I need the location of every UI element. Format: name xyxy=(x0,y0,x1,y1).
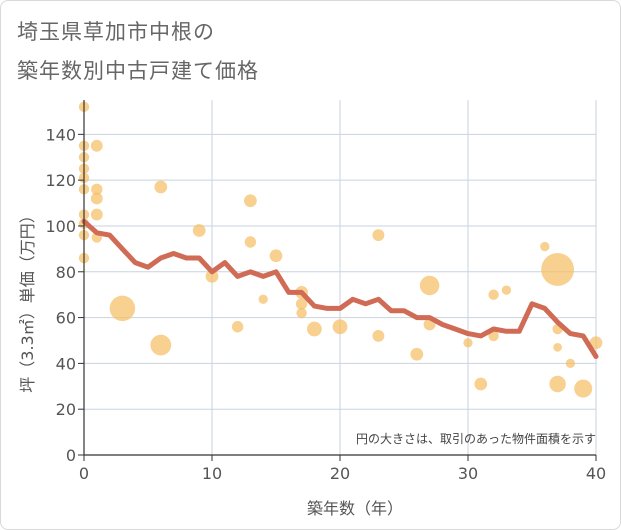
bubble-point xyxy=(296,307,307,319)
x-tick-label: 30 xyxy=(458,464,478,483)
bubble-point xyxy=(307,321,322,337)
bubble-point xyxy=(109,295,136,322)
bubble-point xyxy=(372,329,385,342)
bubble-point xyxy=(474,377,488,391)
bubble-point xyxy=(91,183,103,196)
y-tick-label: 20 xyxy=(56,400,76,419)
x-tick-label: 20 xyxy=(330,464,350,483)
bubble-point xyxy=(549,375,566,393)
y-tick-label: 120 xyxy=(45,171,76,190)
x-tick-label: 10 xyxy=(202,464,222,483)
bubble-point xyxy=(295,298,308,310)
bubble-point xyxy=(90,139,103,152)
x-tick-label: 40 xyxy=(586,464,606,483)
bubble-point xyxy=(565,358,576,369)
chart-title-line-1: 埼玉県草加市中根の xyxy=(17,20,215,44)
bubble-size-note: 円の大きさは、取引のあった物件面積を示す xyxy=(356,431,596,446)
bubble-point xyxy=(488,330,499,342)
bubble-point xyxy=(574,379,593,398)
axes xyxy=(78,100,597,461)
y-tick-label: 60 xyxy=(56,309,76,328)
bubble-point xyxy=(463,338,473,348)
x-tick-label: 0 xyxy=(79,464,89,483)
bubble-point xyxy=(150,334,172,356)
bubble-point xyxy=(205,269,219,283)
chart-title-line-2: 築年数別中古戸建て価格 xyxy=(17,59,259,83)
bubble-point xyxy=(419,275,440,296)
y-tick-label: 80 xyxy=(56,263,76,282)
y-axis-label: 坪（3.3㎡）単価（万円） xyxy=(18,207,37,392)
tick-labels: 0 10 20 30 40 0 20 40 60 80 100 120 140 xyxy=(45,125,606,483)
y-tick-label: 40 xyxy=(56,354,76,373)
bubble-point xyxy=(501,285,512,295)
y-tick-label: 100 xyxy=(45,217,76,236)
bubble-point xyxy=(90,192,103,205)
x-axis-label: 築年数（年） xyxy=(307,499,403,518)
bubble-point xyxy=(154,180,168,194)
bubble-point xyxy=(553,343,562,352)
bubble-series xyxy=(78,101,603,398)
bubble-point xyxy=(488,289,499,300)
bubble-point xyxy=(332,319,348,335)
bubble-point xyxy=(540,241,550,252)
bubble-point xyxy=(269,249,283,263)
y-tick-label: 0 xyxy=(66,446,76,465)
bubble-point xyxy=(589,336,603,350)
bubble-point xyxy=(541,253,575,286)
bubble-point xyxy=(258,294,268,304)
grid-lines xyxy=(84,100,597,455)
bubble-point xyxy=(231,321,244,333)
bubble-point xyxy=(372,229,385,242)
y-tick-label: 140 xyxy=(45,125,76,144)
trend-line xyxy=(81,218,599,359)
bubble-point xyxy=(244,236,257,248)
bubble-point xyxy=(410,347,424,361)
bubble-point xyxy=(244,194,257,208)
bubble-point xyxy=(90,208,103,221)
bubble-point xyxy=(192,224,206,237)
